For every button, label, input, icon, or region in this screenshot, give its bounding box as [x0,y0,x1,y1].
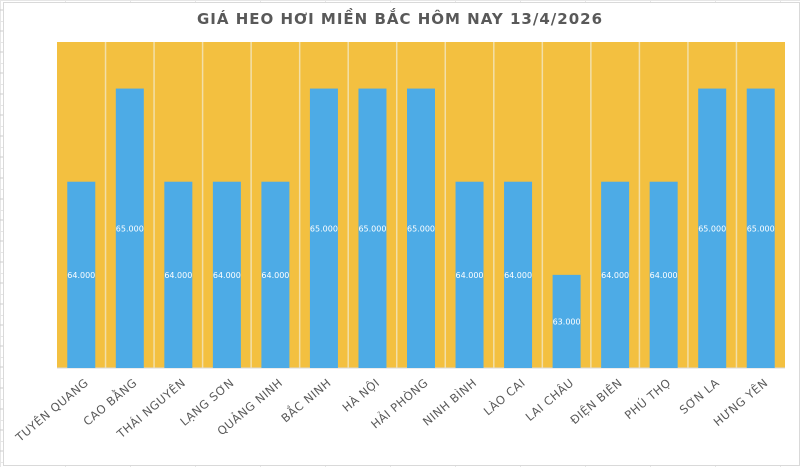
bar [504,181,533,368]
category-label: TUYÊN QUANG [12,375,92,445]
bar [552,274,581,368]
bar [261,181,290,368]
data-label: 65.000 [358,224,386,233]
category-label: LÀO CAI [480,375,528,419]
bar [212,181,241,368]
category-label: NINH BÌNH [419,375,479,429]
data-label: 64.000 [67,271,95,280]
bar [309,88,338,369]
bar [67,181,96,368]
data-label: 64.000 [650,271,678,280]
data-label: 64.000 [504,271,532,280]
bar [407,88,435,369]
bar [358,88,387,369]
data-label: 65.000 [116,224,144,233]
category-label: HÀ NỘI [339,375,383,415]
chart-title: GIÁ HEO HƠI MIỀN BẮC HÔM NAY 13/4/2026 [196,10,604,28]
bar [746,88,775,369]
bar [698,88,727,369]
data-label: 64.000 [456,271,484,280]
data-label: 65.000 [747,224,775,233]
bar [164,181,193,368]
data-label: 63.000 [553,317,581,326]
bar [115,88,144,369]
category-label: PHÚ THỌ [621,375,673,422]
data-label: 64.000 [213,271,241,280]
data-label: 64.000 [261,271,289,280]
category-label: ĐIỆN BIÊN [567,375,625,427]
data-label: 65.000 [310,224,338,233]
data-label: 65.000 [698,224,726,233]
data-label: 64.000 [164,271,192,280]
category-label: BẮC NINH [277,374,334,425]
data-label: 64.000 [601,271,629,280]
category-label: SƠN LA [677,376,722,417]
bar [601,181,630,368]
bar [649,181,678,368]
data-label: 65.000 [407,224,435,233]
bar [455,181,484,368]
